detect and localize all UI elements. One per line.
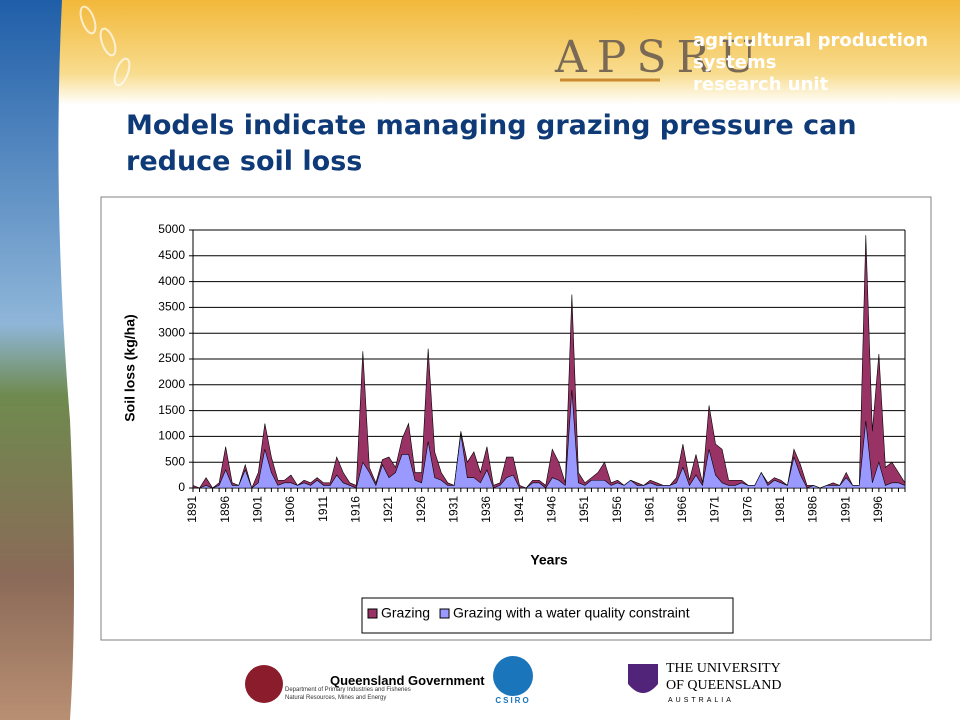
qld-dept-1: Department of Primary Industries and Fis… [285,687,411,693]
x-tick-label: 1961 [642,496,656,523]
uq-line3: AUSTRALIA [668,697,734,704]
y-tick-label: 500 [165,454,185,468]
y-tick-label: 1000 [158,429,185,443]
y-tick-label: 3000 [158,325,185,339]
x-tick-label: 1916 [348,496,362,523]
y-tick-label: 2500 [158,351,185,365]
uq-crest [628,664,658,693]
x-tick-label: 1941 [512,496,526,523]
legend-box [361,597,734,634]
x-tick-label: 1986 [806,496,820,523]
qld-logo-text: Queensland Government [330,673,485,688]
header-logo: APSRU [554,32,767,83]
left-strip [0,0,74,720]
legend-text: Grazing [381,605,430,621]
x-tick-label: 1951 [577,496,591,523]
x-tick-label: 1936 [479,496,493,523]
csiro-text: CSIRO [495,696,530,705]
leaf-decor [79,5,131,87]
area [193,389,906,489]
x-tick-label: 1996 [871,496,885,523]
y-tick-label: 2000 [158,377,185,391]
y-tick-label: 3500 [158,300,185,314]
chart-frame [100,196,932,641]
header-band [0,0,960,105]
legend-swatch [367,608,378,619]
x-tick-label: 1991 [838,496,852,523]
slide-title: Models indicate managing grazing pressur… [126,110,857,177]
y-tick-label: 1500 [158,403,185,417]
x-tick-label: 1911 [316,496,330,522]
x-tick-label: 1906 [283,496,297,523]
uq-line2: OF QUEENSLAND [666,678,782,693]
qld-dept-2: Natural Resources, Mines and Energy [285,695,386,701]
area [192,235,906,489]
qld-emblem [245,665,283,703]
x-tick-label: 1926 [414,496,428,523]
x-axis-title: Years [530,552,568,568]
legend-text: Grazing with a water quality constraint [453,605,690,621]
x-tick-label: 1971 [708,496,722,523]
y-tick-label: 4000 [158,274,185,288]
x-tick-label: 1981 [773,496,787,523]
csiro-emblem [493,656,533,696]
x-tick-label: 1896 [218,496,232,523]
x-tick-label: 1946 [544,496,558,523]
legend: Grazing Grazing with a water quality cons… [361,597,734,634]
unit-line2: research unit [693,74,829,95]
unit-line1: agricultural production systems [693,30,929,73]
x-tick-label: 1931 [446,496,460,523]
x-tick-label: 1976 [740,496,754,523]
x-tick-label: 1901 [250,496,264,523]
x-tick-label: 1966 [675,496,689,523]
x-tick-label: 1891 [185,496,199,523]
uq-line1: THE UNIVERSITY [666,661,781,676]
x-tick-label: 1956 [610,496,624,523]
unit-name: agricultural production systems research… [693,30,960,96]
legend-swatch [439,608,450,619]
x-tick-label: 1921 [381,496,395,523]
y-tick-label: 5000 [158,222,185,236]
y-axis-title: Soil loss (kg/ha) [122,314,138,421]
y-tick-label: 4500 [158,248,185,262]
y-tick-label: 0 [178,480,185,494]
